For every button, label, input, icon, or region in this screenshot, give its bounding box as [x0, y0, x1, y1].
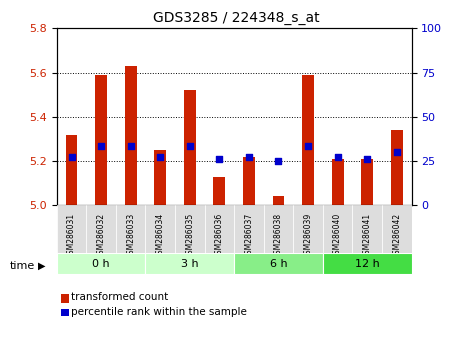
- Point: [334, 154, 342, 159]
- Text: transformed count: transformed count: [71, 292, 168, 302]
- Point: [275, 158, 282, 164]
- Text: GSM286035: GSM286035: [185, 212, 194, 259]
- FancyBboxPatch shape: [323, 205, 352, 253]
- FancyBboxPatch shape: [116, 205, 146, 253]
- FancyBboxPatch shape: [146, 253, 234, 274]
- FancyBboxPatch shape: [57, 253, 146, 274]
- Bar: [184, 90, 196, 205]
- Bar: [272, 196, 284, 205]
- Point: [363, 156, 371, 162]
- FancyBboxPatch shape: [382, 205, 412, 253]
- Bar: [125, 66, 137, 205]
- Point: [304, 143, 312, 148]
- Text: time: time: [9, 261, 35, 271]
- Point: [245, 154, 253, 159]
- Text: 6 h: 6 h: [270, 259, 287, 269]
- Bar: [95, 75, 107, 205]
- Text: GSM286038: GSM286038: [274, 212, 283, 259]
- Text: GSM286041: GSM286041: [363, 212, 372, 259]
- Bar: [66, 135, 78, 205]
- Bar: [332, 159, 343, 205]
- FancyBboxPatch shape: [323, 253, 412, 274]
- FancyBboxPatch shape: [175, 205, 205, 253]
- FancyBboxPatch shape: [205, 205, 234, 253]
- Text: GDS3285 / 224348_s_at: GDS3285 / 224348_s_at: [153, 11, 320, 25]
- FancyBboxPatch shape: [234, 253, 323, 274]
- Point: [186, 143, 193, 148]
- FancyBboxPatch shape: [293, 205, 323, 253]
- Point: [127, 143, 134, 148]
- Text: GSM286039: GSM286039: [304, 212, 313, 259]
- FancyBboxPatch shape: [264, 205, 293, 253]
- Text: GSM286040: GSM286040: [333, 212, 342, 259]
- FancyBboxPatch shape: [352, 205, 382, 253]
- Point: [68, 154, 75, 159]
- Text: GSM286033: GSM286033: [126, 212, 135, 259]
- Text: 12 h: 12 h: [355, 259, 379, 269]
- Bar: [361, 159, 373, 205]
- Bar: [391, 130, 403, 205]
- Bar: [302, 75, 314, 205]
- Text: GSM286037: GSM286037: [245, 212, 254, 259]
- FancyBboxPatch shape: [234, 205, 264, 253]
- Text: 3 h: 3 h: [181, 259, 199, 269]
- Bar: [154, 150, 166, 205]
- Bar: [213, 177, 225, 205]
- Text: GSM286042: GSM286042: [392, 212, 401, 259]
- FancyBboxPatch shape: [146, 205, 175, 253]
- Point: [157, 154, 164, 159]
- Text: ▶: ▶: [38, 261, 45, 271]
- FancyBboxPatch shape: [86, 205, 116, 253]
- FancyBboxPatch shape: [57, 205, 86, 253]
- Text: GSM286036: GSM286036: [215, 212, 224, 259]
- Text: percentile rank within the sample: percentile rank within the sample: [71, 307, 247, 316]
- Text: GSM286031: GSM286031: [67, 212, 76, 259]
- Text: GSM286034: GSM286034: [156, 212, 165, 259]
- Point: [216, 156, 223, 162]
- Text: GSM286032: GSM286032: [96, 212, 105, 259]
- Text: 0 h: 0 h: [92, 259, 110, 269]
- Point: [97, 143, 105, 148]
- Bar: [243, 156, 255, 205]
- Point: [393, 149, 401, 155]
